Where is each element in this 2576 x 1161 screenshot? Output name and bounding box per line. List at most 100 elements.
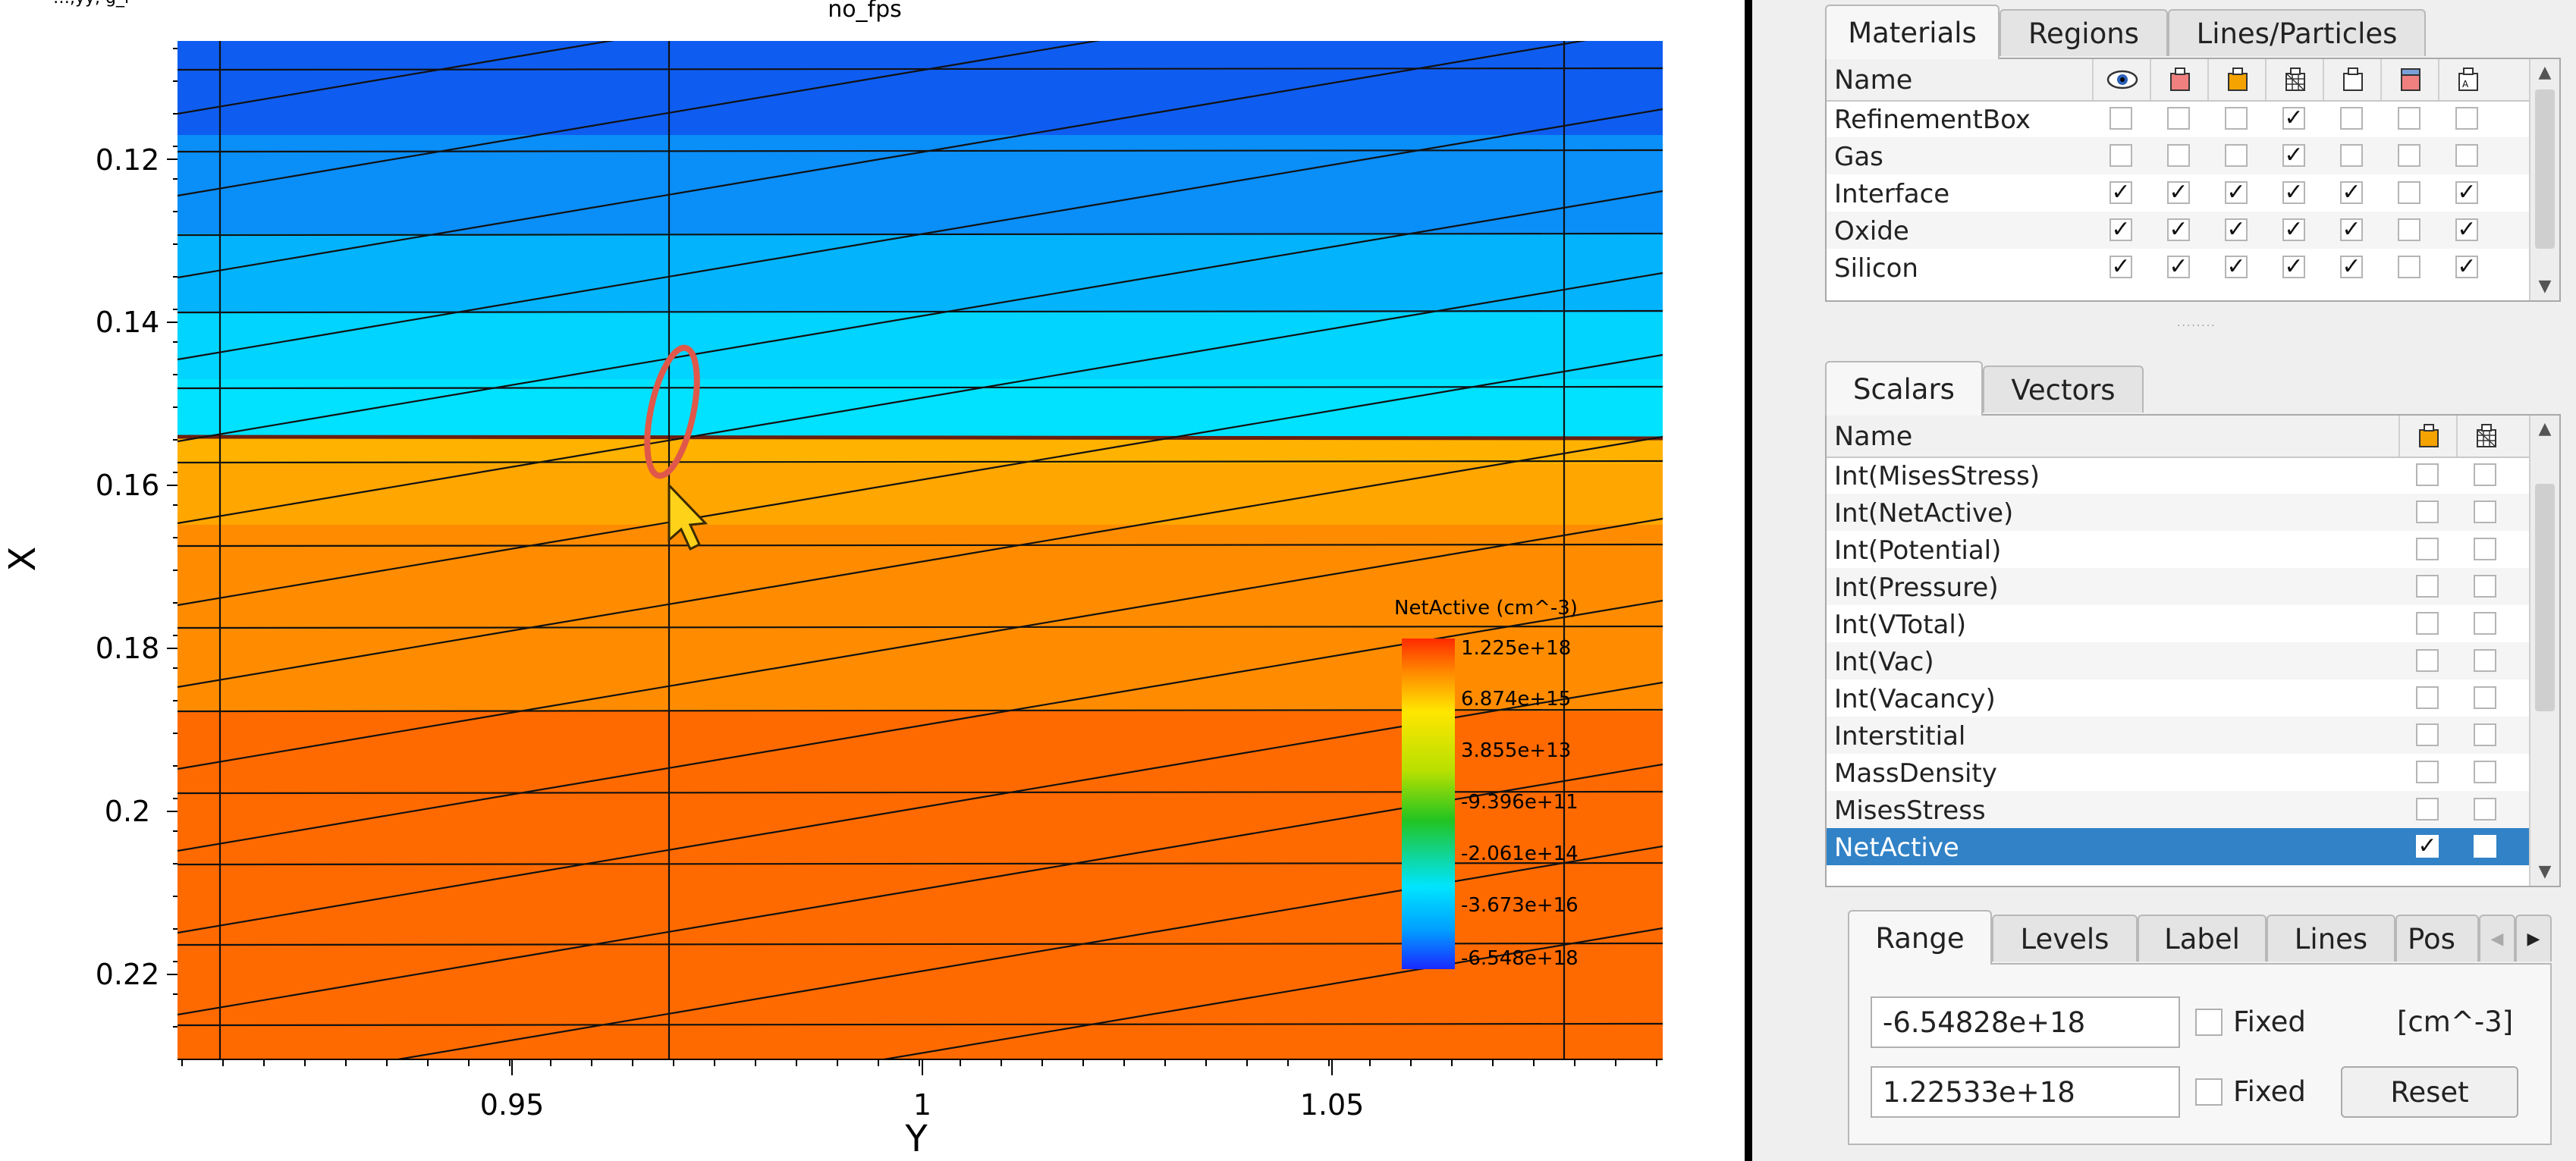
- visibility-checkbox[interactable]: ✓: [2340, 181, 2363, 204]
- visibility-checkbox[interactable]: [2455, 107, 2478, 130]
- visibility-checkbox[interactable]: ✓: [2282, 181, 2305, 204]
- scalars-list[interactable]: Name Int(MisesStress) Int(NetActive) Int(P…: [1825, 414, 2561, 887]
- scroll-up-icon[interactable]: ▲: [2538, 63, 2552, 82]
- scalars-row[interactable]: Interstitial: [1827, 717, 2529, 754]
- tab-lines-particles[interactable]: Lines/Particles: [2168, 9, 2426, 56]
- visibility-checkbox[interactable]: [2474, 835, 2496, 858]
- range-max-input[interactable]: [1871, 1066, 2180, 1118]
- scalars-row[interactable]: Int(Vac): [1827, 642, 2529, 679]
- visibility-checkbox[interactable]: [2398, 181, 2420, 204]
- visibility-checkbox[interactable]: ✓: [2282, 144, 2305, 167]
- scalars-row[interactable]: Int(Pressure): [1827, 568, 2529, 605]
- tab-vectors[interactable]: Vectors: [1983, 366, 2144, 413]
- scroll-thumb[interactable]: [2535, 484, 2555, 711]
- visibility-checkbox[interactable]: [2340, 107, 2363, 130]
- tab-range[interactable]: Range: [1848, 910, 1992, 965]
- visibility-checkbox[interactable]: [2167, 144, 2190, 167]
- materials-row[interactable]: RefinementBox ✓: [1827, 100, 2529, 137]
- range-min-input[interactable]: [1871, 996, 2180, 1048]
- visibility-checkbox[interactable]: ✓: [2167, 218, 2190, 241]
- visibility-checkbox[interactable]: [2416, 723, 2439, 746]
- tab-pos[interactable]: Pos: [2395, 915, 2479, 962]
- eye-icon[interactable]: [2092, 59, 2151, 100]
- scalars-row[interactable]: Int(Potential): [1827, 531, 2529, 568]
- visibility-checkbox[interactable]: [2167, 107, 2190, 130]
- visibility-checkbox[interactable]: ✓: [2282, 107, 2305, 130]
- visibility-checkbox[interactable]: [2398, 144, 2420, 167]
- visibility-checkbox[interactable]: [2474, 761, 2496, 783]
- visibility-checkbox[interactable]: [2474, 686, 2496, 709]
- materials-row[interactable]: Interface ✓ ✓ ✓ ✓ ✓ ✓: [1827, 174, 2529, 212]
- outline-box-icon[interactable]: [2323, 59, 2382, 100]
- label-icon[interactable]: A: [2438, 59, 2497, 100]
- visibility-checkbox[interactable]: ✓: [2225, 181, 2248, 204]
- scalars-row[interactable]: MassDensity: [1827, 754, 2529, 791]
- contour-plot-area[interactable]: no_fps …,yy, g_l 0.12 0.14 0.16 0.18 0.2…: [0, 0, 1745, 1161]
- visibility-checkbox[interactable]: [2416, 686, 2439, 709]
- scroll-thumb[interactable]: [2535, 89, 2555, 249]
- tab-scroll-left-icon[interactable]: ◀: [2479, 915, 2515, 962]
- materials-row[interactable]: Oxide ✓ ✓ ✓ ✓ ✓ ✓: [1827, 212, 2529, 249]
- visibility-checkbox[interactable]: [2340, 144, 2363, 167]
- scalars-row[interactable]: Int(Vacancy): [1827, 679, 2529, 717]
- tab-regions[interactable]: Regions: [2000, 9, 2168, 56]
- scalars-row[interactable]: NetActive ✓: [1827, 828, 2529, 865]
- materials-row[interactable]: Silicon ✓ ✓ ✓ ✓ ✓ ✓: [1827, 249, 2529, 286]
- scroll-up-icon[interactable]: ▲: [2538, 419, 2552, 438]
- visibility-checkbox[interactable]: ✓: [2109, 181, 2132, 204]
- visibility-checkbox[interactable]: ✓: [2109, 218, 2132, 241]
- scroll-down-icon[interactable]: ▼: [2538, 862, 2552, 881]
- tab-materials[interactable]: Materials: [1825, 5, 2000, 59]
- visibility-checkbox[interactable]: [2474, 538, 2496, 560]
- visibility-checkbox[interactable]: ✓: [2340, 218, 2363, 241]
- visibility-checkbox[interactable]: [2225, 144, 2248, 167]
- visibility-checkbox[interactable]: ✓: [2282, 256, 2305, 278]
- visibility-checkbox[interactable]: ✓: [2225, 256, 2248, 278]
- boundary-icon[interactable]: [2380, 59, 2439, 100]
- visibility-checkbox[interactable]: [2398, 256, 2420, 278]
- scalars-row[interactable]: Int(NetActive): [1827, 494, 2529, 531]
- splitter-handle[interactable]: ········: [2177, 320, 2216, 332]
- visibility-checkbox[interactable]: [2416, 612, 2439, 635]
- visibility-checkbox[interactable]: [2474, 500, 2496, 523]
- scalars-row[interactable]: Int(MisesStress): [1827, 457, 2529, 494]
- mesh-icon[interactable]: [2265, 59, 2324, 100]
- visibility-checkbox[interactable]: [2474, 463, 2496, 486]
- tab-levels[interactable]: Levels: [1992, 915, 2138, 962]
- visibility-checkbox[interactable]: [2474, 575, 2496, 598]
- visibility-checkbox[interactable]: [2398, 218, 2420, 241]
- orange-box-icon[interactable]: [2207, 59, 2267, 100]
- orange-box-icon[interactable]: [2399, 416, 2458, 457]
- visibility-checkbox[interactable]: [2416, 575, 2439, 598]
- tab-lines[interactable]: Lines: [2267, 915, 2395, 962]
- visibility-checkbox[interactable]: [2109, 144, 2132, 167]
- visibility-checkbox[interactable]: ✓: [2455, 181, 2478, 204]
- materials-row[interactable]: Gas ✓: [1827, 137, 2529, 174]
- scroll-down-icon[interactable]: ▼: [2538, 277, 2552, 296]
- red-box-icon[interactable]: [2150, 59, 2209, 100]
- materials-list[interactable]: Name A RefinementBox ✓ Gas ✓ Interf: [1825, 58, 2561, 302]
- reset-button[interactable]: Reset: [2341, 1066, 2518, 1118]
- visibility-checkbox[interactable]: ✓: [2455, 218, 2478, 241]
- visibility-checkbox[interactable]: [2474, 649, 2496, 672]
- visibility-checkbox[interactable]: ✓: [2416, 835, 2439, 858]
- visibility-checkbox[interactable]: [2416, 798, 2439, 821]
- visibility-checkbox[interactable]: [2398, 107, 2420, 130]
- visibility-checkbox[interactable]: [2416, 500, 2439, 523]
- materials-scrollbar[interactable]: ▲ ▼: [2529, 59, 2559, 300]
- mesh-icon[interactable]: [2456, 416, 2515, 457]
- visibility-checkbox[interactable]: ✓: [2109, 256, 2132, 278]
- visibility-checkbox[interactable]: [2474, 798, 2496, 821]
- visibility-checkbox[interactable]: [2416, 649, 2439, 672]
- tab-scalars[interactable]: Scalars: [1825, 361, 1983, 416]
- visibility-checkbox[interactable]: ✓: [2340, 256, 2363, 278]
- visibility-checkbox[interactable]: [2416, 538, 2439, 560]
- scalars-row[interactable]: Int(VTotal): [1827, 605, 2529, 642]
- visibility-checkbox[interactable]: [2416, 761, 2439, 783]
- fixed-max-checkbox[interactable]: [2195, 1078, 2223, 1106]
- visibility-checkbox[interactable]: [2474, 612, 2496, 635]
- fixed-min-checkbox[interactable]: [2195, 1009, 2223, 1036]
- visibility-checkbox[interactable]: [2455, 144, 2478, 167]
- visibility-checkbox[interactable]: [2109, 107, 2132, 130]
- tab-scroll-right-icon[interactable]: ▶: [2515, 915, 2552, 962]
